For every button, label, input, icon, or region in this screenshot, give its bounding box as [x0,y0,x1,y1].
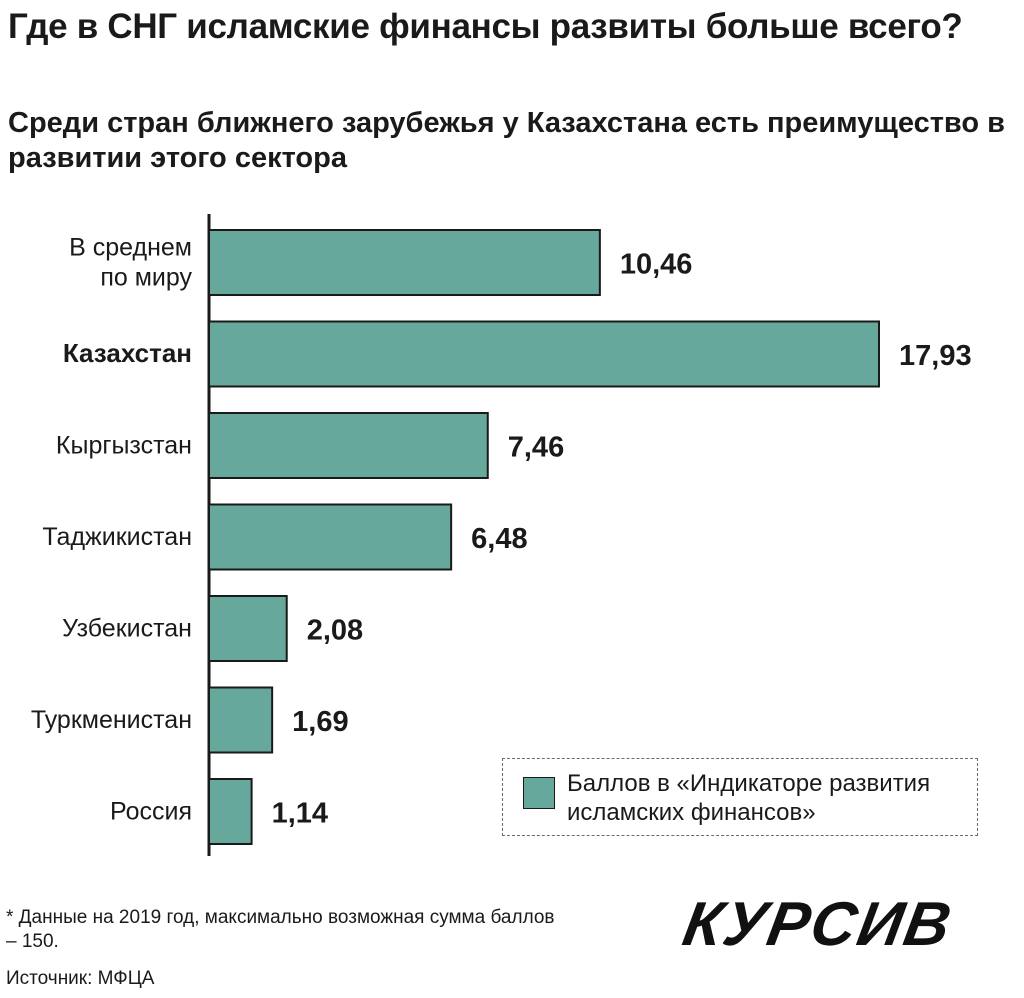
source-note: Источник: МФЦА [6,968,155,989]
bar [208,412,489,479]
bar-value-label: 17,93 [899,340,972,372]
bar [208,503,453,571]
footnote: * Данные на 2019 год, максимально возмож… [6,907,555,952]
category-label: Узбекистан [62,615,192,643]
bar [208,320,880,388]
bar-value-label: 10,46 [620,249,693,281]
category-label: Туркменистан [31,706,192,734]
bar-value-label: 1,69 [292,706,348,738]
category-label: Таджикистан [42,523,192,551]
bar-value-label: 7,46 [508,432,564,464]
category-label: Россия [110,798,192,826]
category-label: В среднем по миру [69,234,192,292]
kursiv-logo: КУРСИВ [678,890,958,959]
legend: Баллов в «Индикаторе развития исламских … [502,758,978,836]
bar [208,229,601,296]
category-label: Казахстан [63,338,192,368]
legend-swatch [523,777,555,809]
bar [208,778,253,845]
bar-chart: 10,46 В среднем по миру 17,93 Казахстан 7,46 К… [31,214,972,856]
legend-label: Баллов в «Индикаторе развития исламских … [567,770,931,826]
chart-subtitle: Среди стран ближнего зарубежья у Казахст… [8,107,1005,174]
chart-title: Где в СНГ исламские финансы развиты боль… [8,7,963,46]
bar [208,595,288,662]
bar [208,686,274,754]
bar-value-label: 6,48 [471,523,527,555]
category-label: Кыргызстан [56,432,192,460]
bar-value-label: 2,08 [307,615,363,647]
bar-value-label: 1,14 [272,798,328,830]
